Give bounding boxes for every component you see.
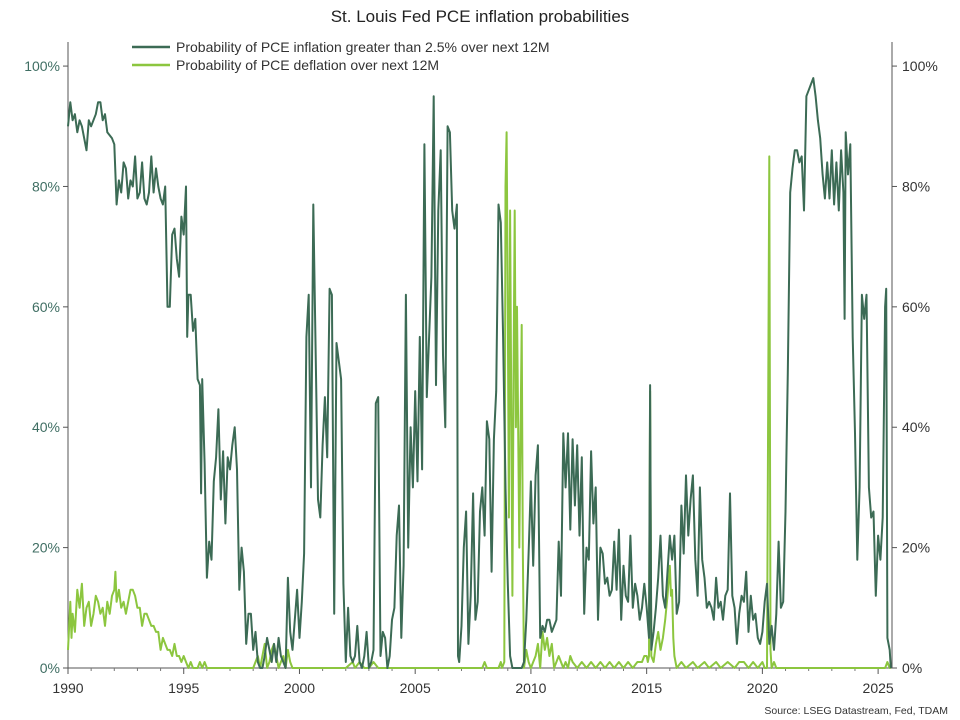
y-tick-label-right: 80% — [902, 178, 930, 194]
legend-label-inflation: Probability of PCE inflation greater tha… — [176, 39, 550, 55]
x-tick-label: 1990 — [52, 680, 83, 696]
y-tick-label-right: 40% — [902, 419, 930, 435]
y-tick-label-left: 100% — [24, 58, 60, 74]
legend: Probability of PCE inflation greater tha… — [132, 39, 550, 73]
y-tick-label-right: 20% — [902, 540, 930, 556]
x-tick-label: 2015 — [631, 680, 662, 696]
y-tick-label-left: 60% — [32, 299, 60, 315]
y-tick-label-right: 60% — [902, 299, 930, 315]
x-axis-ticks: 1990 1995 2000 2005 2010 2015 2020 2025 — [52, 668, 894, 696]
y-tick-label-left: 80% — [32, 178, 60, 194]
y-tick-label-left: 20% — [32, 540, 60, 556]
x-tick-label: 2000 — [284, 680, 315, 696]
x-tick-label: 2010 — [515, 680, 546, 696]
series-layer — [67, 77, 892, 669]
y-tick-label-right: 100% — [902, 58, 938, 74]
series-line-inflation — [67, 77, 892, 669]
series-line-deflation — [67, 131, 891, 669]
y-tick-label-right: 0% — [902, 660, 922, 676]
x-tick-label: 2005 — [400, 680, 431, 696]
legend-label-deflation: Probability of PCE deflation over next 1… — [176, 57, 439, 73]
x-tick-label: 1995 — [168, 680, 199, 696]
chart-title: St. Louis Fed PCE inflation probabilitie… — [331, 7, 630, 26]
y-tick-label-left: 40% — [32, 419, 60, 435]
x-tick-label: 2025 — [863, 680, 894, 696]
y-tick-label-left: 0% — [40, 660, 60, 676]
source-note: Source: LSEG Datastream, Fed, TDAM — [764, 705, 948, 717]
x-tick-label: 2020 — [747, 680, 778, 696]
y-axis-ticks: 100% 80% 60% 40% 20% 0% 100% 80% 60% 40% 20% 0% — [24, 58, 938, 676]
